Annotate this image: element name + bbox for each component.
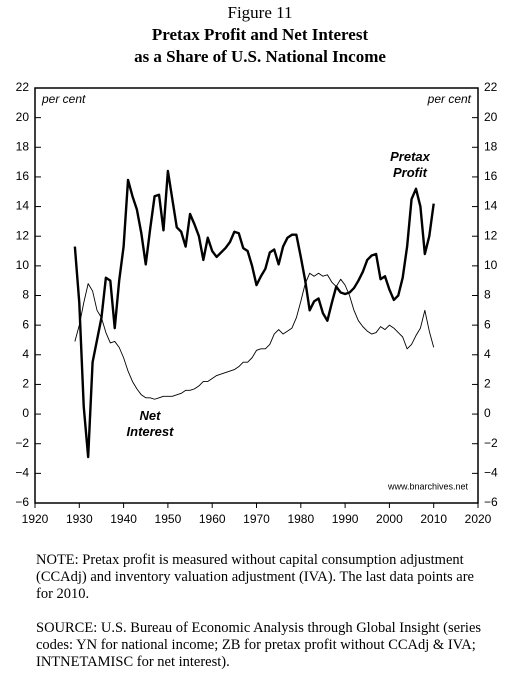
y-tick-label: 22 xyxy=(16,80,30,94)
x-tick-label: 1960 xyxy=(199,512,226,526)
y-tick-label: 14 xyxy=(16,199,30,213)
unit-label: per cent xyxy=(41,92,86,106)
y2-tick-label: 6 xyxy=(484,317,491,331)
y2-tick-label: 2 xyxy=(484,377,491,391)
y2-tick-label: 10 xyxy=(484,258,498,272)
notes: NOTE: Pretax profit is measured without … xyxy=(36,552,486,688)
y2-tick-label: 14 xyxy=(484,199,498,213)
y-tick-label: 18 xyxy=(16,139,30,153)
series-label: Pretax Profit xyxy=(390,149,431,180)
unit-label: per cent xyxy=(427,92,472,106)
x-tick-label: 2010 xyxy=(420,512,447,526)
y-tick-label: 2 xyxy=(22,377,29,391)
x-tick-label: 1940 xyxy=(110,512,137,526)
y-tick-label: 16 xyxy=(16,169,30,183)
y2-tick-label: 0 xyxy=(484,406,491,420)
x-tick-label: 1930 xyxy=(66,512,93,526)
y2-tick-label: 22 xyxy=(484,80,498,94)
x-tick-label: 2020 xyxy=(465,512,492,526)
note: SOURCE: U.S. Bureau of Economic Analysis… xyxy=(36,620,482,670)
y-tick-label: 8 xyxy=(22,288,29,302)
y2-tick-label: 4 xyxy=(484,347,491,361)
y-tick-label: −6 xyxy=(15,495,29,509)
chart-title: Pretax Profit and Net Interest xyxy=(152,25,369,44)
y2-tick-label: −2 xyxy=(484,436,498,450)
y-tick-label: 6 xyxy=(22,317,29,331)
source-credit: www.bnarchives.net xyxy=(387,481,469,491)
y-tick-label: 4 xyxy=(22,347,29,361)
chart-title: Figure 11 xyxy=(227,3,292,22)
y2-tick-label: 8 xyxy=(484,288,491,302)
x-tick-label: 2000 xyxy=(376,512,403,526)
y2-tick-label: −6 xyxy=(484,495,498,509)
y2-tick-label: −4 xyxy=(484,466,498,480)
y-tick-label: −4 xyxy=(15,466,29,480)
x-tick-label: 1990 xyxy=(332,512,359,526)
x-tick-label: 1970 xyxy=(243,512,270,526)
y2-tick-label: 12 xyxy=(484,228,498,242)
y-tick-label: −2 xyxy=(15,436,29,450)
y-tick-label: 12 xyxy=(16,228,30,242)
chart-title: as a Share of U.S. National Income xyxy=(134,47,386,66)
x-tick-label: 1980 xyxy=(287,512,314,526)
x-tick-label: 1920 xyxy=(22,512,49,526)
chart: Figure 11 Pretax Profit and Net Interest… xyxy=(15,3,498,526)
x-tick-label: 1950 xyxy=(155,512,182,526)
y-tick-label: 20 xyxy=(16,110,30,124)
y2-tick-label: 16 xyxy=(484,169,498,183)
y-tick-label: 0 xyxy=(22,406,29,420)
series-line xyxy=(74,272,435,400)
y2-tick-label: 18 xyxy=(484,139,498,153)
y2-tick-label: 20 xyxy=(484,110,498,124)
series-line xyxy=(73,169,435,459)
note: NOTE: Pretax profit is measured without … xyxy=(36,552,474,602)
series-label: Net Interest xyxy=(127,408,175,439)
y-tick-label: 10 xyxy=(16,258,30,272)
